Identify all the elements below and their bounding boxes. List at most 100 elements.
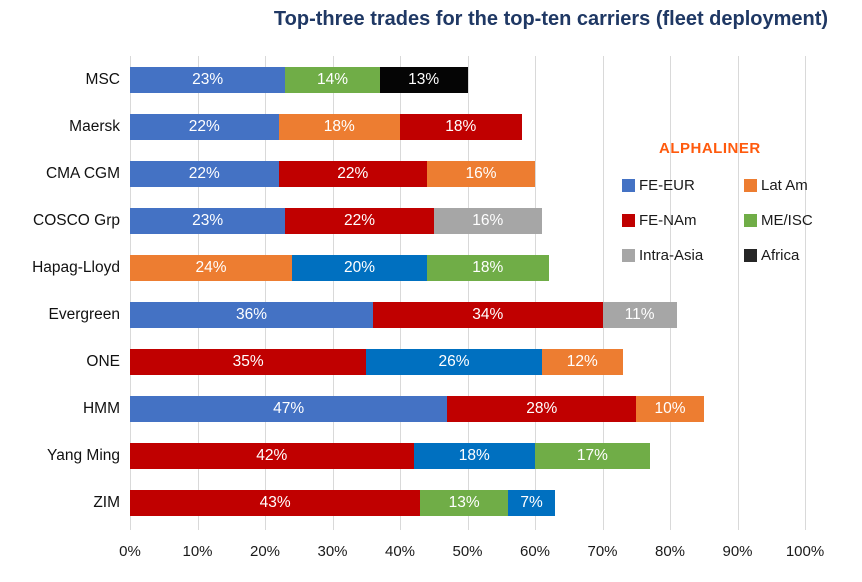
bar-row: 35% 26% 12% [130,349,623,375]
bar-segment: 35% [130,349,367,375]
bar-segment-label: 10% [654,400,686,417]
bar-segment-label: 7% [520,494,543,511]
x-tick-label: 70% [587,543,618,560]
bar-segment-label: 23% [192,212,224,229]
bar-segment: 26% [366,349,542,375]
bar-segment: 42% [130,443,414,469]
bar-row: 36% 34% 11% [130,302,677,328]
gridline [332,56,334,530]
bar-row: 22% 18% 18% [130,114,522,140]
carrier-label: Yang Ming [47,447,120,464]
bar-segment-label: 34% [472,306,504,323]
gridline [737,56,739,530]
bar-row: 23% 22% 16% [130,208,542,234]
bar-segment: 18% [413,443,535,469]
bar-segment-label: 26% [438,353,470,370]
legend-label: FE-NAm [639,212,697,229]
bar-segment: 47% [130,396,448,422]
legend-label: Lat Am [761,177,808,194]
bar-segment: 28% [447,396,637,422]
bar-segment-label: 22% [337,165,369,182]
bar-segment: 13% [420,490,508,516]
gridline [805,56,806,530]
legend-label: Africa [761,247,800,264]
bar-segment-label: 28% [526,400,558,417]
legend-title: ALPHALINER [659,140,761,157]
gridline [670,56,671,530]
bar-segment-label: 22% [343,212,376,229]
x-tick-label: 10% [182,543,213,560]
legend-item: Lat Am [744,168,813,203]
bar-segment-label: 22% [188,165,220,182]
bar-segment-label: 18% [458,447,490,464]
bar-segment-label: 18% [323,118,355,135]
gridline [400,56,401,530]
x-tick-label: 40% [384,543,416,560]
bar-segment: 23% [130,208,286,234]
bar-row: 23% 14% 13% [130,67,468,93]
legend-item: Africa [744,238,813,273]
x-tick-label: 30% [317,543,348,560]
bar-segment: 34% [373,302,603,328]
legend-label: ME/ISC [761,212,813,229]
chart-title: Top-three trades for the top-ten carrier… [273,8,829,30]
legend-label: FE-EUR [639,177,695,194]
legend-swatch [744,249,757,262]
bar-segment: 43% [130,490,421,516]
gridline [602,56,604,530]
bar-row: 47% 28% 10% [130,396,704,422]
bar-segment: 12% [541,349,623,375]
bar-segment-label: 17% [576,447,608,464]
legend-swatch [622,214,635,227]
bar-segment-label: 16% [472,212,504,229]
bar-segment: 7% [508,490,556,516]
x-tick-label: 100% [785,543,825,560]
bar-segment: 22% [278,161,427,187]
bar-segment: 10% [636,396,704,422]
bar-segment: 22% [130,161,279,187]
carrier-label: ONE [86,353,120,370]
legend-swatch [744,214,757,227]
bar-segment: 18% [278,114,400,140]
bar-segment: 14% [285,67,380,93]
gridline [130,56,131,530]
bar-segment-label: 22% [188,118,220,135]
legend-item: FE-EUR [622,168,744,203]
bar-segment: 11% [602,302,677,328]
bar-segment-label: 18% [445,118,477,135]
legend: FE-EUR Lat Am FE-NAm ME/ISC Intra-Asia Africa [622,168,813,273]
legend-item: Intra-Asia [622,238,744,273]
bar-segment: 22% [130,114,279,140]
x-tick-label: 80% [654,543,686,560]
legend-swatch [622,249,635,262]
bar-row: 22% 22% 16% [130,161,535,187]
carrier-label: Hapag-Lloyd [32,259,120,276]
plot-area: 23% 14% 13% 22% 18% 18% 22% 22% 16% 23% 22% 16% 24% 2… [130,56,806,530]
carrier-label: CMA CGM [45,165,120,182]
bar-segment-label: 18% [472,259,504,276]
x-tick-label: 90% [722,543,753,560]
legend-swatch [744,179,757,192]
bar-segment-label: 47% [273,400,305,417]
x-tick-label: 0% [119,543,141,560]
bar-segment: 23% [130,67,286,93]
gridline [265,56,266,530]
x-tick-label: 50% [452,543,483,560]
bar-segment-label: 23% [192,71,224,88]
bar-segment: 18% [400,114,522,140]
bar-segment: 16% [427,161,535,187]
carrier-label: COSCO Grp [33,212,120,229]
bar-segment-label: 20% [343,259,376,276]
legend-swatch [622,179,635,192]
bar-segment-label: 42% [256,447,288,464]
legend-item: ME/ISC [744,203,813,238]
bar-segment-label: 11% [624,306,655,323]
bar-row: 42% 18% 17% [130,443,650,469]
carrier-label: Evergreen [48,306,120,323]
gridline [535,56,536,530]
bar-segment-label: 14% [316,71,349,88]
bar-segment-label: 43% [259,494,291,511]
carrier-label: MSC [85,71,120,88]
bar-segment-label: 12% [566,353,598,370]
